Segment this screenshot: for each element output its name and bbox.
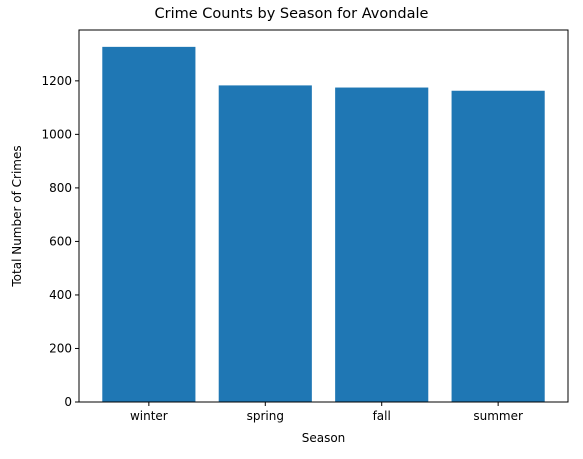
y-axis: 0 200 400 600 800 1000 1200 (41, 74, 79, 409)
x-tick-label: fall (373, 409, 391, 423)
x-tick-label: spring (247, 409, 284, 423)
y-tick-label: 1200 (41, 74, 72, 88)
y-tick-label: 400 (49, 288, 72, 302)
x-axis: winter spring fall summer (130, 402, 523, 423)
bar-summer (451, 90, 545, 402)
bar-fall (335, 87, 429, 402)
x-tick-label: summer (473, 409, 523, 423)
x-axis-label: Season (302, 431, 346, 445)
chart-title: Crime Counts by Season for Avondale (155, 6, 429, 22)
bar-winter (102, 46, 196, 403)
y-tick-label: 0 (64, 395, 72, 409)
y-tick-label: 600 (49, 234, 72, 248)
y-tick-label: 200 (49, 341, 72, 355)
plot-frame (78, 29, 569, 403)
y-tick-label: 800 (49, 181, 72, 195)
x-tick-label: winter (130, 409, 168, 423)
bars-group (102, 46, 545, 403)
bar-spring (218, 85, 312, 403)
y-axis-label: Total Number of Crimes (10, 145, 24, 287)
y-tick-label: 1000 (41, 127, 72, 141)
